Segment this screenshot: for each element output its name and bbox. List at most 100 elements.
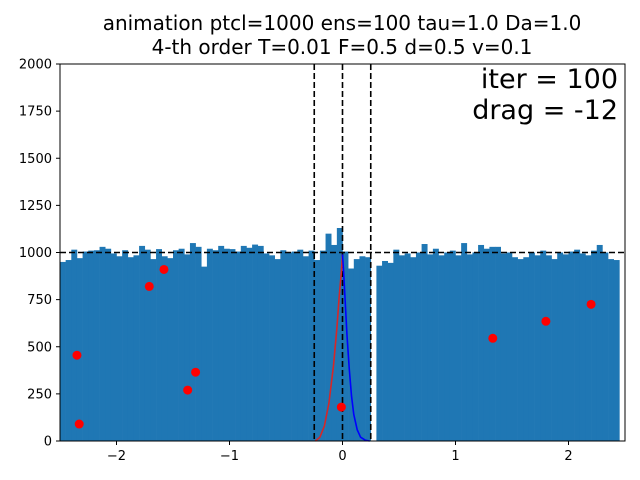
drag-annotation: drag = -12 <box>472 95 618 126</box>
hist-bar-left-0 <box>60 261 66 441</box>
hist-bar-right-2 <box>387 262 394 441</box>
hist-bar-left-19 <box>167 258 174 441</box>
hist-bar-left-4 <box>82 251 89 441</box>
hist-bar-right-28 <box>534 255 541 441</box>
hist-bar-right-20 <box>489 246 496 441</box>
scatter-point-3 <box>159 264 169 274</box>
curve-left-red <box>314 254 344 442</box>
hist-bar-right-27 <box>528 252 535 441</box>
hist-bar-right-31 <box>551 259 558 441</box>
hist-bar-left-5 <box>88 250 95 441</box>
hist-bar-left-23 <box>189 243 196 441</box>
hist-bar-center-9 <box>365 257 372 441</box>
hist-bar-right-38 <box>591 250 598 441</box>
x-tick-label-4: 2 <box>564 449 572 464</box>
hist-bar-left-33 <box>246 247 253 441</box>
hist-bar-right-34 <box>568 251 575 441</box>
reference-lines <box>60 64 625 441</box>
hist-bar-right-18 <box>478 244 485 441</box>
hist-bar-left-34 <box>252 244 259 441</box>
scatter-point-9 <box>586 299 596 309</box>
scatter-points <box>72 264 596 429</box>
curve-right-blue <box>341 254 370 442</box>
hist-bar-left-17 <box>156 249 162 441</box>
scatter-point-5 <box>191 367 201 377</box>
hist-bar-left-35 <box>257 245 264 441</box>
histogram-bars <box>60 227 620 441</box>
scatter-point-7 <box>488 333 498 343</box>
hist-bar-center-1 <box>319 250 326 441</box>
y-tick-label-6: 1500 <box>19 152 52 167</box>
hist-bar-left-32 <box>240 245 247 441</box>
hist-bar-center-8 <box>359 256 366 441</box>
hist-bar-left-9 <box>110 253 117 441</box>
x-tick-label-0: −2 <box>107 449 126 464</box>
hist-bar-right-12 <box>444 252 451 441</box>
hist-bar-left-31 <box>235 251 242 441</box>
scatter-point-0 <box>72 350 82 360</box>
hist-bar-left-14 <box>139 245 146 441</box>
chart-title-line2: 4-th order T=0.01 F=0.5 d=0.5 v=0.1 <box>152 35 533 59</box>
x-tick-label-3: 1 <box>451 449 459 464</box>
hist-bar-right-7 <box>415 252 422 441</box>
hist-bar-right-39 <box>596 244 603 441</box>
hist-bar-left-2 <box>71 249 78 441</box>
hist-bar-right-33 <box>562 254 569 441</box>
hist-bar-left-16 <box>150 259 157 441</box>
hist-bar-right-24 <box>512 257 518 441</box>
hist-bar-right-17 <box>472 252 479 441</box>
y-tick-label-4: 1000 <box>19 246 52 261</box>
hist-bar-right-6 <box>410 257 417 441</box>
x-tick-label-1: −1 <box>220 449 239 464</box>
y-tick-label-8: 2000 <box>19 58 52 73</box>
hist-bar-right-15 <box>461 243 468 441</box>
hist-bar-right-11 <box>438 255 445 441</box>
hist-bar-left-11 <box>122 250 129 441</box>
hist-bar-left-43 <box>302 256 309 441</box>
hist-bar-right-5 <box>404 253 411 441</box>
hist-bar-left-15 <box>144 249 151 441</box>
hist-bar-right-32 <box>557 252 564 441</box>
y-tick-label-7: 1750 <box>19 105 52 120</box>
chart-title-line1: animation ptcl=1000 ens=100 tau=1.0 Da=1… <box>103 11 582 35</box>
y-tick-label-1: 250 <box>27 387 52 402</box>
hist-bar-right-41 <box>608 259 614 441</box>
hist-bar-left-13 <box>133 255 140 441</box>
hist-bar-right-23 <box>506 252 513 441</box>
hist-bar-left-7 <box>99 246 106 441</box>
hist-bar-right-40 <box>602 252 609 441</box>
hist-bar-right-42 <box>613 260 620 441</box>
hist-bar-left-27 <box>212 250 219 441</box>
hist-bar-center-2 <box>325 233 332 441</box>
hist-bar-left-38 <box>274 259 281 441</box>
hist-bar-right-22 <box>500 253 507 441</box>
hist-bar-center-5 <box>342 251 349 441</box>
curves <box>314 254 370 442</box>
y-tick-label-3: 750 <box>27 293 52 308</box>
hist-bar-left-37 <box>269 255 275 441</box>
hist-bar-left-25 <box>201 266 208 441</box>
hist-bar-right-30 <box>545 255 552 441</box>
hist-bar-left-10 <box>116 256 123 441</box>
hist-bar-left-40 <box>286 252 292 441</box>
hist-bar-left-29 <box>223 248 230 441</box>
scatter-point-4 <box>183 385 193 395</box>
hist-bar-left-42 <box>297 249 304 441</box>
hist-bar-right-9 <box>427 254 434 441</box>
hist-bar-left-1 <box>65 260 72 441</box>
y-tick-label-5: 1250 <box>19 199 52 214</box>
hist-bar-left-26 <box>206 248 213 441</box>
hist-bar-right-35 <box>574 249 581 441</box>
hist-bar-left-8 <box>105 248 112 441</box>
hist-bar-right-10 <box>432 248 439 441</box>
hist-bar-left-41 <box>291 251 298 441</box>
hist-bar-right-3 <box>393 249 400 441</box>
hist-bar-left-21 <box>178 248 185 441</box>
hist-bar-left-3 <box>76 258 83 441</box>
hist-bar-right-14 <box>455 255 462 441</box>
hist-bar-left-24 <box>195 246 202 441</box>
iter-annotation: iter = 100 <box>481 64 618 95</box>
y-axis: 0 250 500 750 1000 1250 1500 1750 2000 <box>19 58 60 450</box>
hist-bar-center-4 <box>336 227 343 441</box>
scatter-point-8 <box>541 316 551 326</box>
